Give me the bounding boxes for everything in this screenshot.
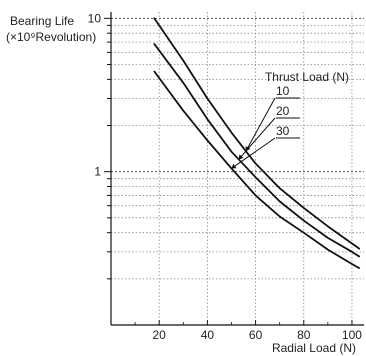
series-line-30 xyxy=(153,70,361,270)
legend-leader-20 xyxy=(238,117,276,160)
legend-label-20: 20 xyxy=(276,104,290,118)
y-tick-label-10: 10 xyxy=(88,11,102,25)
x-tick-label-40: 40 xyxy=(201,328,215,342)
legend-leader-30 xyxy=(231,137,276,169)
legend-label-10: 10 xyxy=(276,84,290,98)
legend-arrowhead-30 xyxy=(231,163,237,169)
x-tick-label-60: 60 xyxy=(249,328,263,342)
legend-label-30: 30 xyxy=(276,124,290,138)
y-axis-label-line2: (×10⁹Revolution) xyxy=(6,30,96,44)
x-axis-label: Radial Load (N) xyxy=(272,341,356,355)
legend-arrowhead-20 xyxy=(238,154,244,160)
x-tick-label-100: 100 xyxy=(342,328,362,342)
series-line-10 xyxy=(153,17,361,250)
x-tick-label-80: 80 xyxy=(297,328,311,342)
legend-title: Thrust Load (N) xyxy=(265,70,349,84)
annotation-layer: 10 20 30 xyxy=(231,84,300,169)
grid-layer xyxy=(111,12,364,325)
legend-leader-10 xyxy=(245,97,276,152)
y-axis-label-line1: Bearing Life xyxy=(10,14,74,28)
x-tick-label-20: 20 xyxy=(153,328,167,342)
series-line-20 xyxy=(153,43,361,258)
y-tick-label-1: 1 xyxy=(94,165,101,179)
axes-layer: 10 1 20 40 60 80 100 xyxy=(88,11,364,342)
series-layer xyxy=(153,17,361,270)
